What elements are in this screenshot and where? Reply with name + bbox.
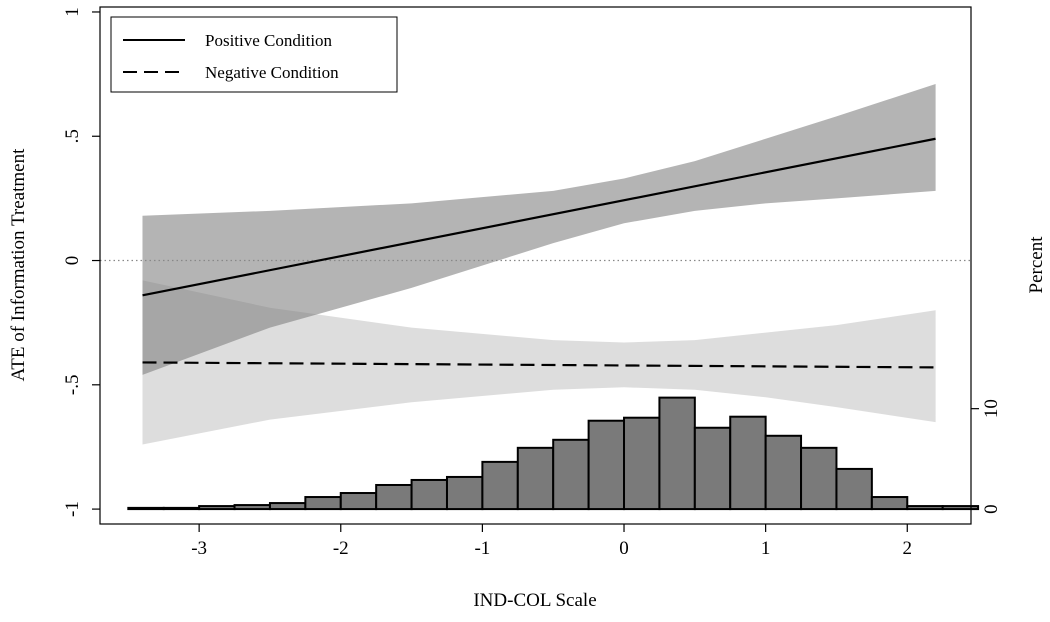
- histogram-bar: [800, 446, 838, 511]
- y-tick-label: -1: [62, 501, 83, 517]
- plot-frame: [99, 6, 972, 525]
- histogram-bar: [481, 460, 519, 511]
- x-tick-label: -2: [333, 538, 349, 559]
- y-tick-label: .5: [62, 129, 83, 143]
- series-line-negative: [142, 361, 936, 369]
- histogram-bar: [906, 505, 944, 511]
- x-tick-label: 0: [619, 538, 629, 559]
- y2-tick-label: 10: [981, 399, 1002, 418]
- histogram-bar: [233, 504, 271, 511]
- confidence-band-negative: [142, 280, 936, 445]
- y2-axis-label: Percent: [1026, 236, 1047, 294]
- histogram-bar: [870, 496, 909, 511]
- histogram-bar: [835, 467, 873, 511]
- histogram-bar: [410, 478, 448, 511]
- series-line-positive: [142, 137, 936, 297]
- histogram-bar: [764, 434, 803, 511]
- y2-tick-label: 0: [981, 504, 1002, 514]
- histogram-bar: [445, 475, 484, 511]
- histogram-bar: [552, 438, 590, 511]
- y-axis-label: ATE of Information Treatment: [8, 148, 29, 381]
- x-tick-label: -1: [474, 538, 490, 559]
- confidence-bands: [142, 84, 936, 445]
- y-tick-label: 1: [62, 7, 83, 16]
- y-tick-label: 0: [62, 256, 83, 266]
- legend-label-negative: Negative Condition: [205, 63, 339, 82]
- histogram: [127, 396, 980, 511]
- histogram-bar: [375, 483, 413, 511]
- histogram-bar: [198, 505, 236, 511]
- x-tick-label: -3: [191, 538, 207, 559]
- histogram-bar: [623, 416, 661, 511]
- histogram-bar: [941, 505, 980, 511]
- histogram-bar: [516, 446, 555, 511]
- histogram-bar: [304, 496, 342, 511]
- histogram-bar: [268, 502, 307, 511]
- y-tick-label: -.5: [62, 375, 83, 396]
- x-axis-label: IND-COL Scale: [473, 590, 596, 611]
- histogram-bar: [162, 506, 201, 511]
- legend: Positive Condition Negative Condition: [110, 16, 398, 93]
- histogram-bar: [729, 415, 767, 511]
- legend-box: [110, 16, 398, 93]
- x-tick-label: 2: [903, 538, 913, 559]
- histogram-bar: [127, 506, 165, 511]
- legend-label-positive: Positive Condition: [205, 31, 333, 50]
- histogram-bar: [339, 492, 378, 511]
- histogram-bar: [587, 419, 626, 511]
- histogram-bar: [658, 396, 696, 511]
- confidence-band-positive: [142, 84, 936, 375]
- series-lines: [142, 137, 936, 369]
- histogram-bar: [693, 426, 732, 511]
- x-tick-label: 1: [761, 538, 771, 559]
